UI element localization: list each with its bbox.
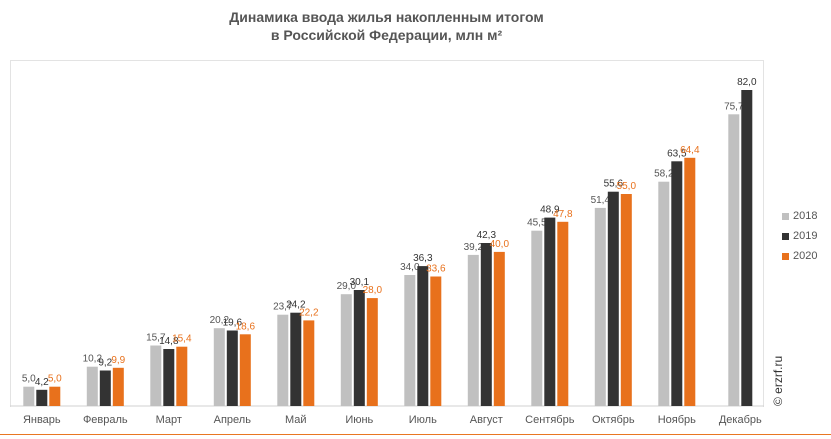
bar-2019-9 (607, 191, 619, 406)
data-label-2018-6: 34,0 (400, 262, 420, 273)
bar-2019-5 (353, 290, 365, 406)
bar-2019-7 (480, 243, 492, 406)
bar-2019-2 (163, 349, 175, 406)
legend-swatch-2020 (782, 252, 789, 260)
data-label-2020-8: 47,8 (553, 209, 573, 220)
bar-2018-6 (404, 275, 416, 406)
bar-2019-4 (290, 312, 302, 406)
x-tick-label-6: Июль (409, 414, 437, 426)
x-tick-label-7: Август (470, 414, 503, 426)
data-label-2018-7: 39,2 (464, 242, 484, 253)
x-tick-label-10: Ноябрь (658, 414, 696, 426)
data-label-2018-5: 29,0 (337, 281, 357, 292)
bar-2018-8 (531, 230, 543, 406)
data-label-2020-3: 18,6 (236, 321, 256, 332)
x-tick-label-9: Октябрь (592, 414, 635, 426)
chart-title-line-1: Динамика ввода жилья накопленным итогом (229, 9, 544, 25)
data-label-2019-7: 42,3 (477, 230, 497, 241)
bar-2018-0 (23, 386, 35, 406)
legend-swatch-2018 (782, 212, 789, 220)
x-tick-label-4: Май (285, 414, 307, 426)
bar-2018-11 (728, 114, 740, 407)
bar-2020-2 (176, 346, 188, 406)
data-label-2019-4: 24,2 (286, 300, 306, 311)
x-tick-label-8: Сентябрь (525, 414, 575, 426)
data-label-2018-1: 10,2 (83, 354, 103, 365)
bar-2020-6 (430, 276, 442, 406)
watermark: © erzrf.ru (771, 355, 785, 406)
x-tick-label-0: Январь (23, 414, 61, 426)
bar-2019-8 (544, 217, 556, 406)
data-label-2019-5: 30,1 (350, 277, 370, 288)
data-label-2018-3: 20,2 (210, 315, 230, 326)
bar-2018-4 (277, 314, 289, 406)
data-label-2019-3: 19,6 (223, 318, 243, 329)
data-label-2019-1: 9,2 (98, 358, 112, 369)
legend-label-2020: 2020 (793, 250, 818, 262)
bar-2018-5 (340, 294, 352, 406)
legend-item-2020: 2020 (782, 250, 817, 262)
x-tick-label-5: Июнь (345, 414, 373, 426)
data-label-2020-10: 64,4 (680, 145, 700, 156)
bar-2020-9 (620, 194, 632, 406)
data-label-2019-11: 82,0 (737, 77, 757, 88)
bar-2019-0 (36, 389, 48, 406)
data-label-2018-2: 15,7 (146, 333, 166, 344)
chart-title-line-2: в Российской Федерации, млн м² (270, 27, 503, 43)
bar-2020-1 (112, 367, 124, 406)
data-label-2020-4: 22,2 (299, 307, 319, 318)
plot-area (10, 60, 764, 407)
legend-label-2018: 2018 (793, 210, 818, 222)
data-label-2020-2: 15,4 (172, 334, 192, 345)
bar-2018-3 (213, 328, 225, 406)
x-tick-label-1: Февраль (83, 414, 128, 426)
chart-title: Динамика ввода жилья накопленным итогом … (0, 8, 773, 44)
bar-2020-7 (493, 251, 505, 406)
bar-2018-7 (467, 254, 479, 406)
bar-2019-1 (99, 370, 111, 406)
data-label-2019-8: 48,9 (540, 205, 560, 216)
bar-2019-11 (741, 90, 753, 406)
bar-2020-3 (239, 334, 251, 406)
data-label-2020-9: 55,0 (617, 181, 637, 192)
x-tick-label-11: Декабрь (719, 414, 762, 426)
data-label-2019-10: 63,5 (667, 148, 687, 159)
data-label-2019-2: 14,8 (159, 336, 179, 347)
bar-2020-0 (49, 386, 61, 406)
data-label-2019-9: 55,6 (604, 179, 624, 190)
x-tick-label-3: Апрель (214, 414, 252, 426)
data-label-2019-0: 4,2 (35, 377, 49, 388)
bar-2020-8 (557, 221, 569, 406)
data-label-2018-8: 45,5 (527, 218, 547, 229)
bar-2019-6 (417, 266, 429, 406)
bar-2018-2 (150, 345, 162, 406)
bar-2018-1 (86, 366, 98, 406)
data-label-2018-4: 23,7 (273, 302, 293, 313)
data-label-2020-6: 33,6 (426, 264, 446, 275)
bottom-divider (0, 434, 831, 435)
data-label-2020-7: 40,0 (490, 239, 510, 250)
data-label-2018-9: 51,4 (591, 195, 611, 206)
x-tick-label-2: Март (156, 414, 182, 426)
bar-2020-10 (684, 157, 696, 406)
data-label-2018-0: 5,0 (22, 374, 36, 385)
legend-item-2019: 2019 (782, 230, 817, 242)
legend-label-2019: 2019 (793, 230, 818, 242)
data-label-2020-0: 5,0 (48, 374, 62, 385)
data-label-2018-10: 58,2 (654, 169, 674, 180)
bar-2020-4 (303, 320, 315, 406)
legend-swatch-2019 (782, 232, 789, 240)
bar-2018-10 (658, 181, 670, 406)
data-label-2019-6: 36,3 (413, 253, 433, 264)
data-label-2020-5: 28,0 (363, 285, 383, 296)
data-label-2018-11: 75,7 (724, 101, 744, 112)
bar-2019-3 (226, 330, 238, 406)
bar-2020-5 (366, 298, 378, 406)
bar-2018-9 (594, 207, 606, 406)
bar-2019-10 (671, 161, 683, 406)
legend-item-2018: 2018 (782, 210, 817, 222)
data-label-2020-1: 9,9 (111, 355, 125, 366)
